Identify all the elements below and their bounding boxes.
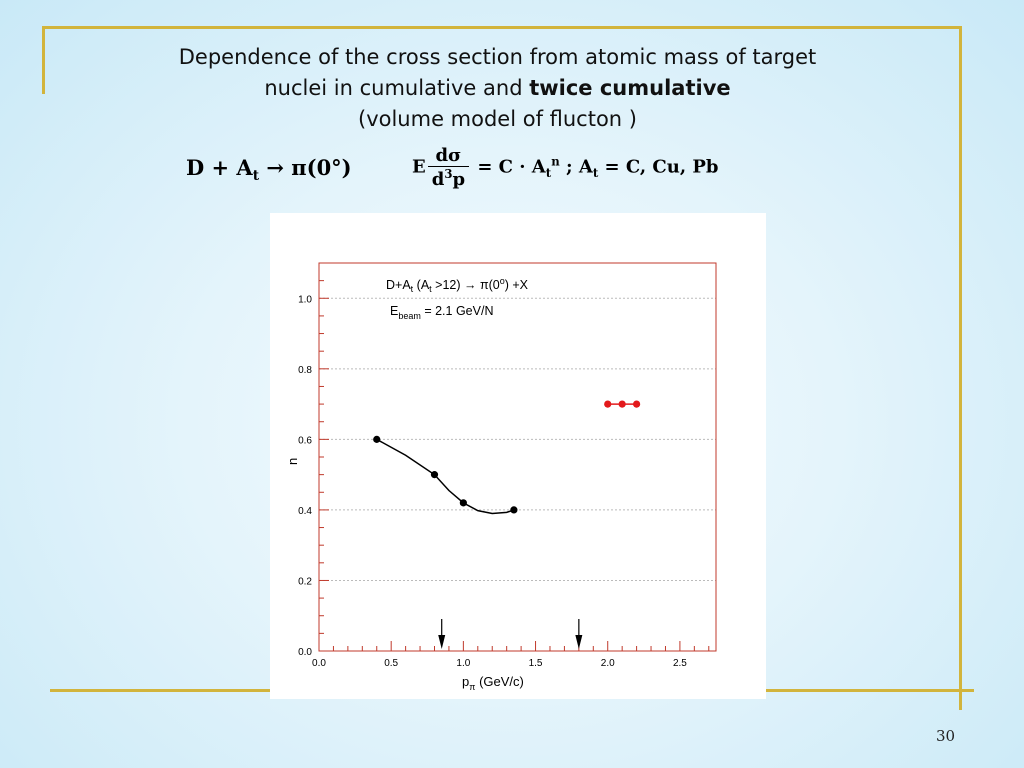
chart-svg: 0.0 0.2 0.4 0.6 0.8 1.0 0.0 0.5 1.0 1.5 2.0 2.5 D+A…	[285, 262, 717, 692]
xsec-sup: n	[551, 154, 560, 169]
x-tick-label: 2.0	[601, 658, 615, 669]
y-tick-label: 0.6	[298, 435, 312, 446]
title-line-2: nuclei in cumulative and twice cumulativ…	[90, 73, 905, 104]
xsec-fraction: dσ d3p	[427, 145, 470, 190]
title-line-2-bold: twice cumulative	[529, 76, 731, 100]
frame-right-line	[959, 26, 962, 710]
data-point-black	[459, 499, 467, 507]
frame-left-line	[42, 26, 45, 94]
x-axis-label: pπ (GeV/c)	[462, 674, 524, 692]
reaction-d: D	[186, 155, 205, 180]
data-point-red	[633, 400, 641, 408]
arrow-head	[438, 635, 446, 649]
data-point-red	[604, 400, 612, 408]
y-tick-label: 0.0	[298, 647, 312, 658]
y-tick-label: 0.8	[298, 365, 312, 376]
x-tick-label: 1.0	[456, 658, 470, 669]
plot-frame	[318, 262, 717, 652]
xsec-den-d: d	[431, 169, 445, 190]
arrow-head	[575, 635, 583, 649]
reaction-sub: t	[252, 168, 260, 185]
page-number: 30	[936, 727, 956, 745]
x-tick-label: 0.5	[384, 658, 398, 669]
reaction-plus: + A	[204, 155, 253, 180]
x-tick-label: 2.5	[673, 658, 687, 669]
frame-top-line	[42, 26, 962, 29]
tick-layer	[318, 262, 710, 652]
label-layer: 0.0 0.2 0.4 0.6 0.8 1.0 0.0 0.5 1.0 1.5 2.0 2.5	[298, 294, 687, 669]
y-tick-label: 0.2	[298, 576, 312, 587]
y-tick-label: 0.4	[298, 506, 312, 517]
data-point-black	[373, 435, 381, 443]
xsec-denominator: d3p	[428, 167, 469, 190]
annotation-line-2: Ebeam = 2.1 GeV/N	[390, 304, 493, 321]
x-tick-label: 0.0	[312, 658, 326, 669]
y-axis-label: n	[285, 458, 300, 465]
y-tick-label: 1.0	[298, 294, 312, 305]
arrow-layer	[438, 619, 583, 649]
x-tick-label: 1.5	[529, 658, 543, 669]
xsec-tail: ; A	[559, 156, 593, 178]
annotation-line-1: D+At (At >12) → π(0o) +X	[386, 276, 529, 294]
xsec-tail-sub: t	[592, 166, 599, 181]
xsec-sub: t	[545, 166, 552, 181]
xsec-e: E	[412, 156, 426, 178]
slide-title: Dependence of the cross section from ato…	[90, 42, 905, 135]
title-line-1: Dependence of the cross section from ato…	[178, 45, 817, 69]
fit-curve	[376, 438, 515, 515]
xsec-den-p: p	[452, 169, 466, 190]
title-line-3: (volume model of flucton )	[358, 107, 637, 131]
data-point-red	[618, 400, 626, 408]
reaction-formula: D + At → π(0°)	[186, 155, 352, 184]
data-point-black	[510, 506, 518, 514]
xsec-numerator: dσ	[427, 145, 470, 167]
reaction-rest: → π(0°)	[259, 155, 352, 180]
chart-panel: 0.0 0.2 0.4 0.6 0.8 1.0 0.0 0.5 1.0 1.5 2.0 2.5 D+A…	[270, 213, 766, 699]
xsec-eq: = C · A	[471, 156, 546, 178]
data-point-black	[430, 471, 439, 479]
title-line-2-plain: nuclei in cumulative and	[264, 76, 530, 100]
xsec-tail-rest: = C, Cu, Pb	[598, 156, 719, 178]
point-layer	[373, 400, 641, 514]
xsec-den-sup: 3	[444, 167, 453, 181]
